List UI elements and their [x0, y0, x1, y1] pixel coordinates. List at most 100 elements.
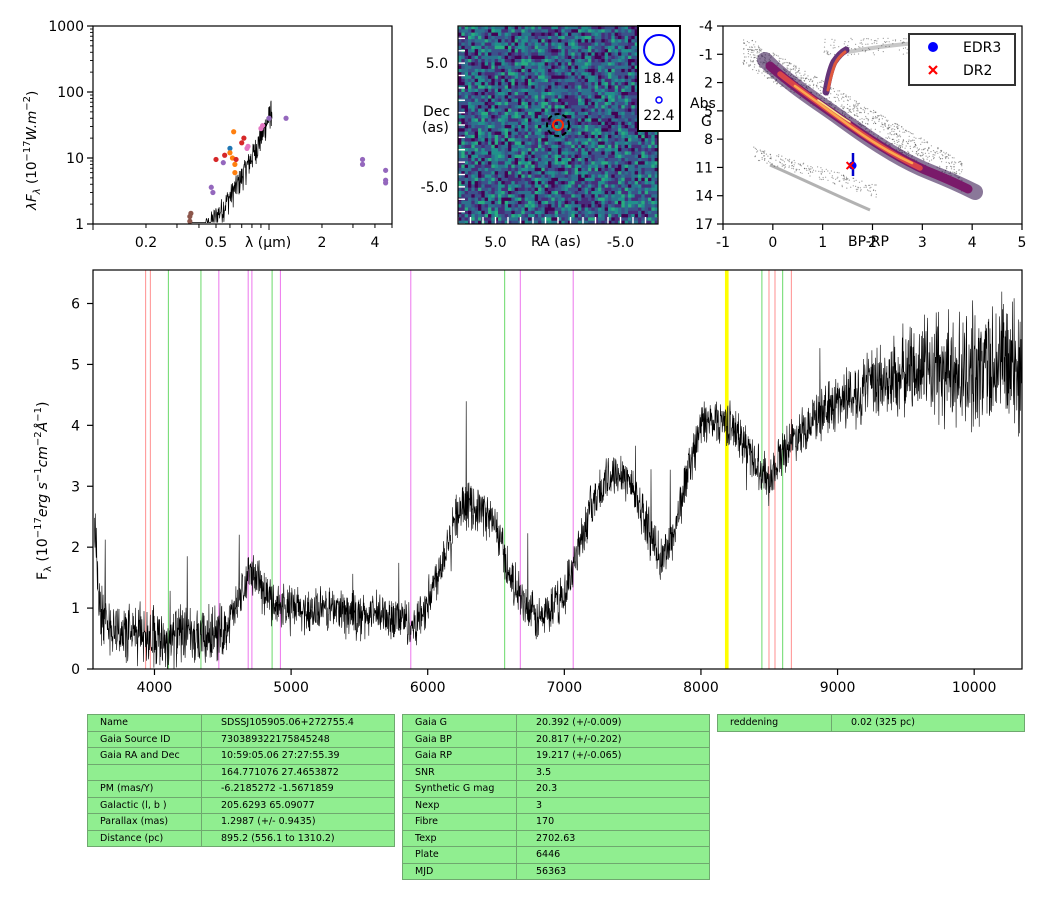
sed-point [188, 210, 194, 216]
sed-point [359, 161, 366, 167]
mag-faint-label: 22.4 [643, 108, 674, 124]
cmd-x-tick-label: -1 [716, 235, 730, 251]
spectrum-ticks: 4000 5000 6000 7000 8000 9000 10000 0 1 2 3 4 5 6 [71, 297, 996, 696]
spectrum-x-tick-label: 4000 [137, 680, 173, 696]
sed-spectrum-line [190, 100, 273, 223]
info-middle-value: 6446 [516, 846, 710, 864]
mag-faint-circle [655, 96, 663, 104]
info-middle-key: Gaia RP [402, 747, 517, 765]
spectrum-y-tick-label: 6 [71, 297, 80, 313]
cmd-x-tick-label: 2 [868, 235, 877, 251]
info-left-key: Gaia RA and Dec [87, 747, 202, 765]
sed-point [187, 218, 193, 224]
cmd-y-tick-label: -4 [699, 19, 713, 35]
spectrum-y-tick-label: 2 [71, 540, 80, 556]
info-middle-key: Fibre [402, 813, 517, 831]
image-y-label: Dec [423, 104, 450, 120]
sed-point [359, 156, 366, 163]
info-left-value: 730389322175845248 [201, 730, 395, 748]
info-middle-row: Gaia G 20.392 (+/-0.009) [402, 714, 710, 732]
image-target-dashed-circle [546, 113, 570, 137]
info-left-key: PM (mas/Y) [87, 780, 202, 798]
cmd-y-tick-label: 2 [704, 76, 713, 92]
spectrum-flux-line [94, 291, 1022, 669]
legend-edr3-label: EDR3 [963, 40, 1001, 56]
info-middle-key: Gaia BP [402, 730, 517, 748]
spectrum-y-tick-label: 3 [71, 479, 80, 495]
cmd-x-tick-label: 4 [968, 235, 977, 251]
sed-x-tick-label: 2 [318, 235, 327, 251]
sed-x-tick-label: 0.5 [205, 235, 227, 251]
legend-dr2-marker [928, 65, 938, 75]
sed-point [232, 170, 238, 176]
info-left-row: Gaia Source ID 730389322175845248 [87, 730, 395, 748]
info-left-value: SDSSJ105905.06+272755.4 [201, 714, 395, 732]
spectrum-x-tick-label: 7000 [547, 680, 583, 696]
info-middle-value: 56363 [516, 862, 710, 880]
info-table-right: reddening 0.02 (325 pc) [717, 714, 1025, 732]
spectrum-y-tick-label: 4 [71, 418, 80, 434]
info-left-row: PM (mas/Y) -6.2185272 -1.5671859 [87, 780, 395, 798]
info-middle-row: Plate 6446 [402, 846, 710, 864]
mag-bright-label: 18.4 [643, 71, 674, 87]
sed-frame [92, 25, 393, 225]
spectrum-x-tick-label: 10000 [952, 680, 997, 696]
info-left-value: 895.2 (556.1 to 1310.2) [201, 829, 395, 847]
cmd-y-label-g: G [701, 114, 712, 130]
cmd-edr3-point [848, 161, 857, 170]
info-left-value: 1.2987 (+/- 0.9435) [201, 813, 395, 831]
info-middle-row: Texp 2702.63 [402, 829, 710, 847]
image-pixels [458, 26, 659, 225]
image-y-tick-label: -5.0 [421, 180, 448, 196]
info-left-row: 164.771076 27.4653872 [87, 763, 395, 781]
legend-edr3-marker [928, 42, 938, 52]
sed-x-label: λ (μm) [245, 235, 291, 251]
sed-y-ticks: 1 10 100 1000 [48, 19, 93, 233]
info-left-value: 164.771076 27.4653872 [201, 763, 395, 781]
sed-point [283, 115, 289, 121]
sed-point [210, 189, 216, 196]
spectrum-x-tick-label: 8000 [683, 680, 719, 696]
info-left-row: Galactic (l, b ) 205.6293 65.09077 [87, 796, 395, 814]
sed-x-tick-label: 0.2 [135, 235, 157, 251]
cmd-x-tick-label: 1 [818, 235, 827, 251]
sed-x-ticks: 0.2 0.5 2 4 [92, 224, 393, 251]
info-left-row: Name SDSSJ105905.06+272755.4 [87, 714, 395, 732]
info-middle-value: 20.392 (+/-0.009) [516, 714, 710, 732]
spectrum-y-tick-label: 1 [71, 601, 80, 617]
cmd-ticks: -1 0 1 2 3 4 5 -4 -1 2 5 8 11 14 17 [695, 19, 1026, 251]
info-middle-key: Plate [402, 846, 517, 864]
sed-point [266, 115, 272, 121]
sed-point [208, 184, 214, 190]
info-left-key: Parallax (mas) [87, 813, 202, 831]
cmd-x-tick-label: 0 [768, 235, 777, 251]
info-right-value: 0.02 (325 pc) [831, 714, 1025, 732]
spectrum-y-tick-label: 0 [71, 662, 80, 678]
info-left-value: 10:59:05.06 27:27:55.39 [201, 747, 395, 765]
cmd-x-tick-label: 3 [918, 235, 927, 251]
info-left-key: Name [87, 714, 202, 732]
cmd-legend: EDR3 DR2 [908, 33, 1016, 86]
spectrum-x-tick-label: 9000 [820, 680, 856, 696]
mag-bright-circle [643, 34, 675, 66]
cmd-y-tick-label: 14 [695, 189, 713, 205]
info-left-key [87, 763, 202, 781]
info-middle-value: 3 [516, 796, 710, 814]
cmd-x-label: BP-RP [848, 234, 889, 250]
info-middle-key: Texp [402, 829, 517, 847]
info-middle-row: SNR 3.5 [402, 763, 710, 781]
info-middle-row: Gaia RP 19.217 (+/-0.065) [402, 747, 710, 765]
sed-point [383, 167, 389, 173]
spectrum-y-label: Fλ (10−17erg s−1cm−2Å−1) [33, 402, 54, 580]
spectrum-panel: 4000 5000 6000 7000 8000 9000 10000 0 1 2 3 4 5 6 Fλ … [33, 269, 1023, 696]
info-table-left: Name SDSSJ105905.06+272755.4 Gaia Source I… [87, 714, 395, 847]
cmd-y-tick-label: 17 [695, 217, 713, 233]
sed-point [213, 156, 219, 163]
sed-point [227, 150, 233, 156]
spectral-line-markers [145, 270, 792, 669]
info-right-key: reddening [717, 714, 832, 732]
sed-point [245, 143, 251, 149]
info-left-row: Distance (pc) 895.2 (556.1 to 1310.2) [87, 829, 395, 847]
info-left-key: Galactic (l, b ) [87, 796, 202, 814]
